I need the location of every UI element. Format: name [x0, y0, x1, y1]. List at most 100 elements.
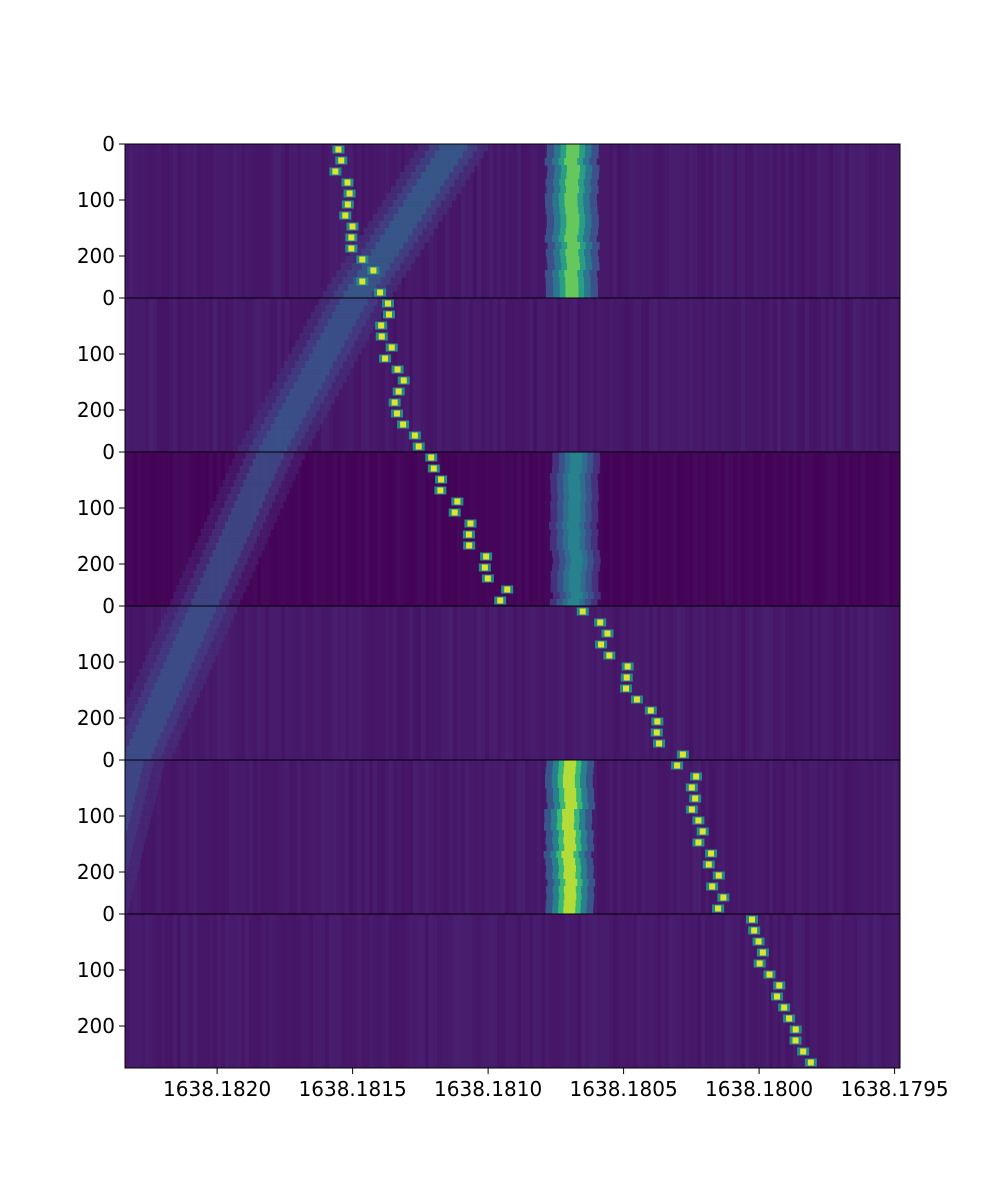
track-dot-core [481, 564, 488, 571]
track-dot-core [720, 894, 727, 901]
track-dot-core [332, 168, 339, 175]
track-dot-core [437, 487, 444, 494]
y-tick-label: 0 [102, 748, 115, 772]
y-tick-label: 100 [77, 496, 115, 520]
track-dot-core [395, 388, 402, 395]
x-tick-label: 1638.1815 [299, 1077, 407, 1101]
track-dot-core [653, 729, 660, 736]
track-dot-core [679, 751, 686, 758]
dot-track [576, 607, 689, 759]
track-dot-core [674, 762, 681, 769]
track-dot-core [807, 1059, 814, 1066]
track-dot-core [378, 322, 385, 329]
track-dot-core [497, 597, 504, 604]
y-tick-label: 0 [102, 902, 115, 926]
track-dot-core [359, 256, 366, 263]
track-dot-core [484, 575, 491, 582]
track-dot-core [415, 443, 422, 450]
track-dot-core [335, 146, 342, 153]
track-dot-core [647, 707, 654, 714]
y-tick-label: 200 [77, 860, 115, 884]
track-dot-core [377, 289, 384, 296]
x-tick-label: 1638.1800 [705, 1077, 813, 1101]
track-dot-core [349, 223, 356, 230]
y-tick-label: 100 [77, 958, 115, 982]
track-dot-core [382, 355, 389, 362]
track-dot-core [756, 960, 763, 967]
track-dot-core [781, 1004, 788, 1011]
y-axis: 0 100 200 0 100 200 0 100 200 0 100 200 0 100 200 0 100 2… [77, 132, 125, 1038]
heatmap-panel [124, 297, 901, 453]
track-dot-core [604, 630, 611, 637]
dot-track [671, 761, 730, 913]
track-dot-core [597, 619, 604, 626]
dot-track [329, 145, 387, 297]
track-dot-core [451, 509, 458, 516]
track-dot-core [792, 1026, 799, 1033]
track-dot-core [792, 1037, 799, 1044]
track-dot-core [705, 861, 712, 868]
panels-group [124, 143, 901, 1069]
track-dot-core [465, 531, 472, 538]
track-dot-core [633, 696, 640, 703]
y-tick-label: 0 [102, 132, 115, 156]
y-tick-label: 200 [77, 244, 115, 268]
track-dot-core [370, 267, 377, 274]
track-dot-core [388, 344, 395, 351]
drifting-band [125, 760, 165, 914]
drifting-band [238, 298, 389, 452]
heatmap-panel [124, 913, 901, 1069]
track-dot-core [695, 817, 702, 824]
track-dot-core [623, 685, 630, 692]
x-axis: 1638.1820 1638.1815 1638.1810 1638.1805 1638… [163, 1068, 949, 1101]
y-tick-label: 200 [77, 706, 115, 730]
track-dot-core [606, 652, 613, 659]
track-dot-core [598, 641, 605, 648]
track-dot-core [776, 982, 783, 989]
track-dot-core [438, 476, 445, 483]
track-dot-core [688, 806, 695, 813]
noise-texture [125, 606, 900, 760]
track-dot-core [483, 553, 490, 560]
track-dot-core [766, 971, 773, 978]
heatmap-panel [124, 759, 901, 915]
track-dot-core [748, 916, 755, 923]
heatmap-panel [124, 605, 901, 761]
fixed-band [543, 760, 596, 914]
track-dot-core [708, 850, 715, 857]
y-tick-label: 200 [77, 398, 115, 422]
track-dot-core [346, 190, 353, 197]
track-dot-core [695, 839, 702, 846]
track-dot-core [359, 278, 366, 285]
track-dot-core [391, 399, 398, 406]
track-dot-core [693, 773, 700, 780]
x-tick-label: 1638.1810 [434, 1077, 542, 1101]
noise-texture [125, 760, 900, 914]
y-tick-label: 100 [77, 650, 115, 674]
noise-texture [125, 144, 900, 298]
track-dot-core [411, 432, 418, 439]
track-dot-core [751, 927, 758, 934]
y-tick-label: 0 [102, 594, 115, 618]
y-tick-label: 200 [77, 552, 115, 576]
track-dot-core [394, 366, 401, 373]
y-tick-label: 100 [77, 188, 115, 212]
track-dot-core [579, 608, 586, 615]
track-dot-core [715, 905, 722, 912]
track-dot-core [709, 883, 716, 890]
dot-track [375, 299, 425, 451]
track-dot-core [348, 234, 355, 241]
track-dot-core [344, 201, 351, 208]
track-dot-core [400, 421, 407, 428]
track-dot-core [759, 949, 766, 956]
track-dot-core [715, 872, 722, 879]
y-tick-label: 0 [102, 440, 115, 464]
track-dot-core [348, 245, 355, 252]
track-dot-core [504, 586, 511, 593]
dot-track [425, 453, 514, 605]
y-tick-label: 100 [77, 342, 115, 366]
track-dot-core [400, 377, 407, 384]
fixed-band [549, 452, 601, 606]
track-dot-core [624, 663, 631, 670]
